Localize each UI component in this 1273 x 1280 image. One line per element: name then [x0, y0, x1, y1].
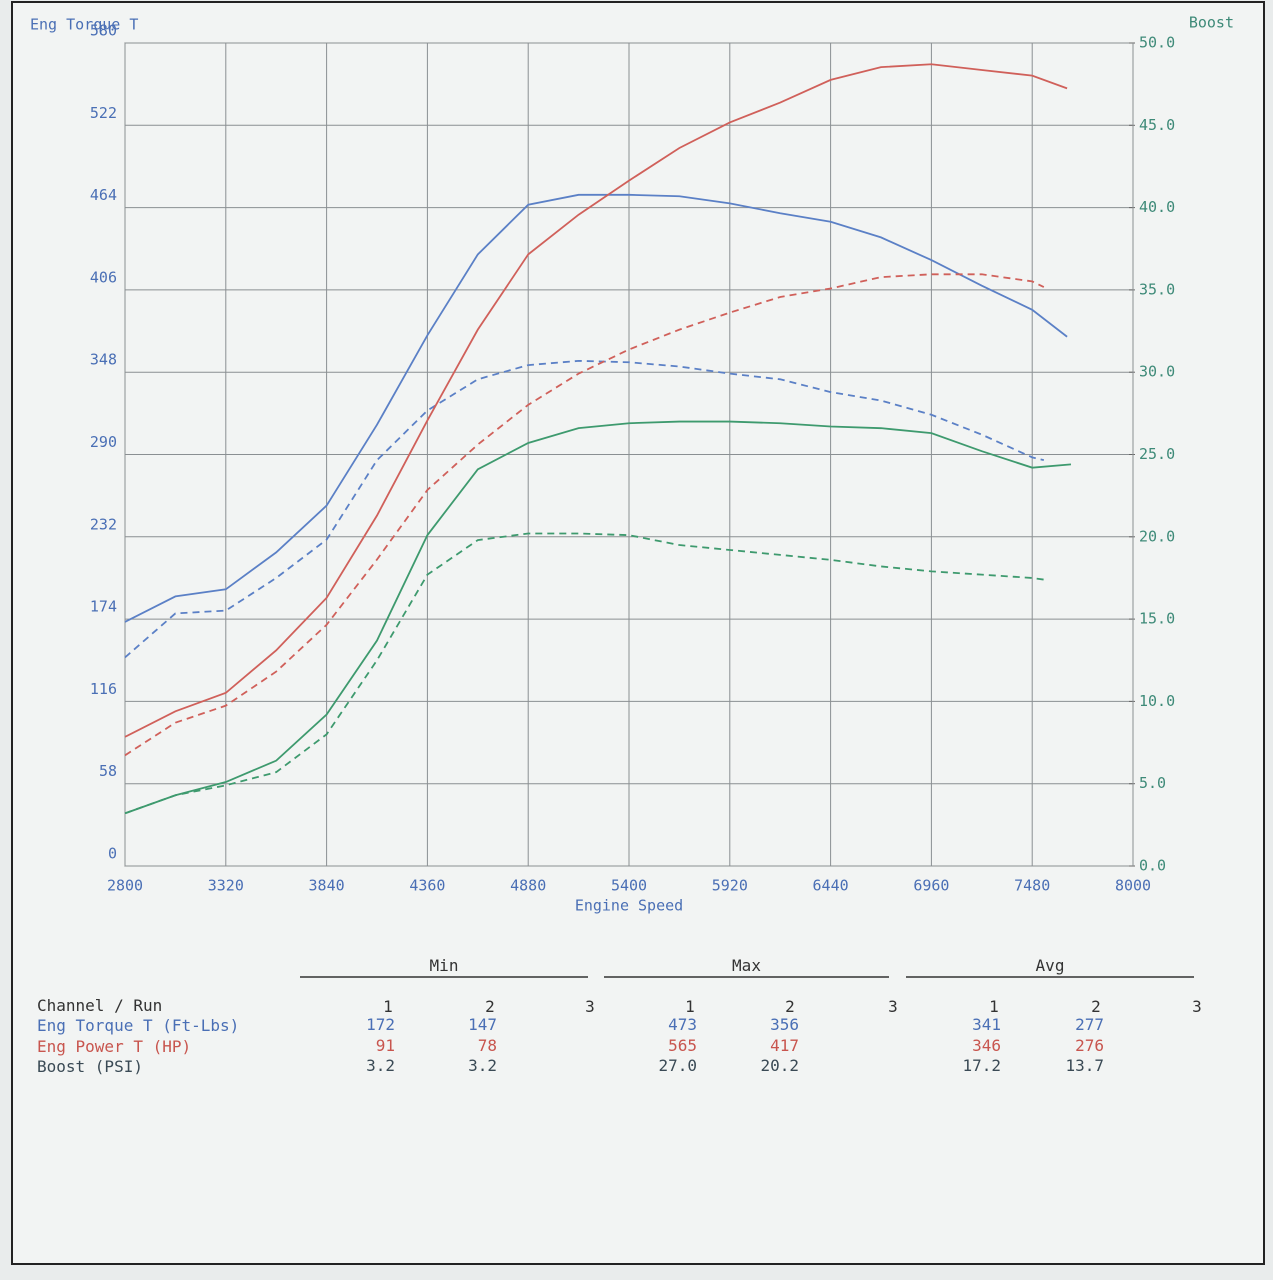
group-header: Max	[732, 956, 761, 975]
table-value: 78	[477, 1035, 497, 1055]
data-line	[124, 193, 1068, 623]
x-tick-label: 6440	[813, 877, 849, 895]
y-axis-label: Eng Torque T	[30, 16, 138, 34]
y2-tick-label: 0.0	[1139, 857, 1166, 875]
y-tick-label: 580	[90, 22, 117, 40]
run-number: 1	[989, 997, 999, 1016]
x-tick-label: 3840	[309, 877, 345, 895]
x-tick-label: 4360	[409, 877, 445, 895]
x-tick-label: 5920	[712, 877, 748, 895]
x-tick-label: 8000	[1115, 877, 1151, 895]
data-line	[124, 63, 1068, 738]
data-line	[124, 532, 1044, 815]
y-tick-label: 0	[108, 845, 117, 863]
run-number: 2	[785, 997, 795, 1016]
y2-tick-label: 50.0	[1139, 34, 1175, 52]
group-header: Min	[429, 956, 459, 975]
y-tick-label: 116	[90, 680, 117, 698]
x-tick-label: 3320	[208, 877, 244, 895]
table-value: 17.2	[962, 1056, 1001, 1075]
y2-axis-label: Boost	[1189, 14, 1234, 32]
paper	[11, 1, 1265, 1265]
run-number: 2	[1091, 997, 1101, 1016]
row-label: Boost (PSI)	[37, 1057, 143, 1076]
y2-tick-label: 25.0	[1139, 445, 1175, 463]
y-tick-label: 348	[90, 351, 117, 369]
y2-tick-label: 15.0	[1139, 610, 1175, 628]
x-tick-label: 5400	[611, 877, 647, 895]
group-header: Avg	[1035, 956, 1065, 975]
y2-tick-label: 10.0	[1139, 692, 1175, 710]
table-value: 3.2	[468, 1056, 497, 1075]
table-value: 172	[366, 1015, 395, 1034]
table-value: 356	[770, 1015, 799, 1034]
y-tick-label: 232	[90, 515, 117, 533]
table-value: 565	[668, 1035, 697, 1055]
x-axis-label: Engine Speed	[575, 897, 683, 915]
y-tick-label: 290	[90, 433, 117, 451]
run-number: 3	[1192, 997, 1202, 1016]
run-number: 1	[685, 997, 695, 1016]
data-line	[124, 420, 1072, 815]
table-value: 276	[1075, 1035, 1104, 1055]
y2-tick-label: 5.0	[1139, 774, 1166, 792]
table-value: 346	[972, 1035, 1001, 1055]
y2-tick-label: 35.0	[1139, 280, 1175, 298]
y-tick-label: 174	[90, 598, 117, 616]
run-number: 3	[585, 997, 595, 1016]
table-value: 473	[668, 1015, 697, 1034]
y-tick-label: 522	[90, 104, 117, 122]
y-tick-label: 406	[90, 268, 117, 286]
table-value: 341	[972, 1015, 1001, 1034]
table-value: 147	[468, 1015, 497, 1034]
table-value: 27.0	[658, 1056, 697, 1075]
table-value: 91	[375, 1035, 395, 1055]
x-tick-label: 2800	[107, 877, 143, 895]
table-value: 13.7	[1065, 1056, 1104, 1075]
x-tick-label: 6960	[913, 877, 949, 895]
x-tick-label: 4880	[510, 877, 546, 895]
y2-tick-label: 30.0	[1139, 363, 1175, 381]
run-number: 2	[485, 997, 495, 1016]
y-tick-label: 464	[90, 186, 117, 204]
table-value: 3.2	[366, 1056, 395, 1075]
run-number: 3	[888, 997, 898, 1016]
table-value: 417	[770, 1035, 799, 1055]
x-tick-label: 7480	[1014, 877, 1050, 895]
row-label: Eng Torque T (Ft-Lbs)	[37, 1016, 240, 1035]
table-value: 20.2	[760, 1056, 799, 1075]
y2-tick-label: 45.0	[1139, 116, 1175, 134]
row-label: Eng Power T (HP)	[37, 1036, 192, 1056]
run-number: 1	[383, 997, 393, 1016]
y2-tick-label: 20.0	[1139, 527, 1175, 545]
table-value: 277	[1075, 1015, 1104, 1034]
table-header: Channel / Run	[37, 996, 163, 1015]
data-line	[124, 273, 1045, 757]
y2-tick-label: 40.0	[1139, 198, 1175, 216]
y-tick-label: 58	[99, 762, 117, 780]
